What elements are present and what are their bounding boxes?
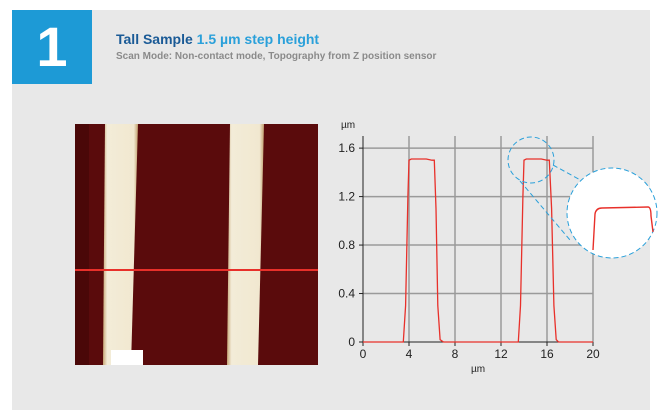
figure-title: Tall Sample 1.5 µm step height bbox=[116, 31, 319, 47]
zoom-connector-line-2 bbox=[552, 164, 585, 183]
chart-ticks: 0 4 8 12 16 20 0 0.4 0.8 1.2 1.6 bbox=[338, 141, 600, 361]
chart-series bbox=[363, 158, 593, 343]
x-tick-label-8: 8 bbox=[452, 347, 459, 361]
y-tick-label-0_8: 0.8 bbox=[338, 238, 355, 252]
x-tick-label-0: 0 bbox=[360, 347, 367, 361]
afm-bright-spot bbox=[111, 350, 143, 365]
x-tick-label-4: 4 bbox=[406, 347, 413, 361]
x-tick-label-20: 20 bbox=[586, 347, 600, 361]
chart-axis-labels: µm µm bbox=[341, 120, 485, 375]
x-tick-label-16: 16 bbox=[540, 347, 554, 361]
afm-edge-shade bbox=[75, 124, 89, 365]
afm-stripe-left bbox=[103, 124, 138, 365]
zoom-inset bbox=[507, 136, 658, 259]
zoom-magnified-circle bbox=[566, 167, 658, 259]
y-tick-label-1_2: 1.2 bbox=[338, 190, 355, 204]
figure-number-badge: 1 bbox=[12, 10, 92, 84]
y-tick-label-0: 0 bbox=[348, 335, 355, 349]
zoom-magnified-trace bbox=[592, 206, 654, 251]
afm-image-svg bbox=[75, 124, 318, 365]
chart-grid bbox=[362, 136, 594, 343]
y-tick-label-0_4: 0.4 bbox=[338, 287, 355, 301]
x-axis-label: µm bbox=[471, 364, 485, 375]
x-tick-label-12: 12 bbox=[494, 347, 508, 361]
afm-stripe-right bbox=[227, 124, 264, 365]
zoom-source-circle bbox=[507, 136, 555, 184]
figure-subtitle: Scan Mode: Non-contact mode, Topography … bbox=[116, 51, 437, 62]
afm-topography-image bbox=[75, 124, 318, 365]
y-tick-label-1_6: 1.6 bbox=[338, 141, 355, 155]
title-highlight: 1.5 µm step height bbox=[196, 31, 320, 47]
y-axis-label: µm bbox=[341, 120, 355, 131]
title-main: Tall Sample bbox=[116, 31, 193, 47]
profile-trace bbox=[363, 158, 593, 343]
zoom-connector-line bbox=[519, 180, 571, 241]
